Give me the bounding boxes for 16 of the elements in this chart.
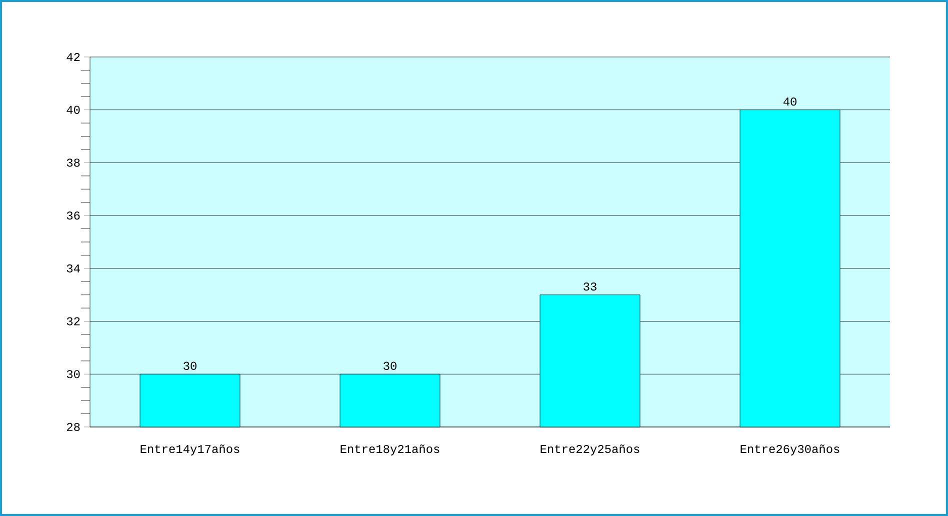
y-tick-label: 30 bbox=[66, 370, 80, 378]
data-label: 30 bbox=[184, 362, 196, 370]
y-tick-label: 40 bbox=[66, 106, 80, 114]
y-tick-label: 32 bbox=[66, 317, 80, 326]
y-tick-label: 36 bbox=[66, 211, 80, 220]
data-label: 30 bbox=[384, 362, 396, 370]
x-tick-label: Entre22y25años bbox=[540, 444, 640, 456]
data-label: 33 bbox=[584, 282, 596, 291]
y-tick-label: 28 bbox=[66, 422, 80, 432]
x-tick-label: Entre18y21años bbox=[340, 444, 440, 456]
x-tick-label: Entre14y17años bbox=[140, 444, 240, 456]
data-label: 40 bbox=[783, 98, 796, 106]
x-tick-label: Entre26y30años bbox=[740, 444, 840, 456]
y-tick-label: 42 bbox=[66, 52, 80, 61]
y-tick-label: 38 bbox=[66, 158, 80, 167]
y-tick-label: 34 bbox=[66, 264, 80, 272]
